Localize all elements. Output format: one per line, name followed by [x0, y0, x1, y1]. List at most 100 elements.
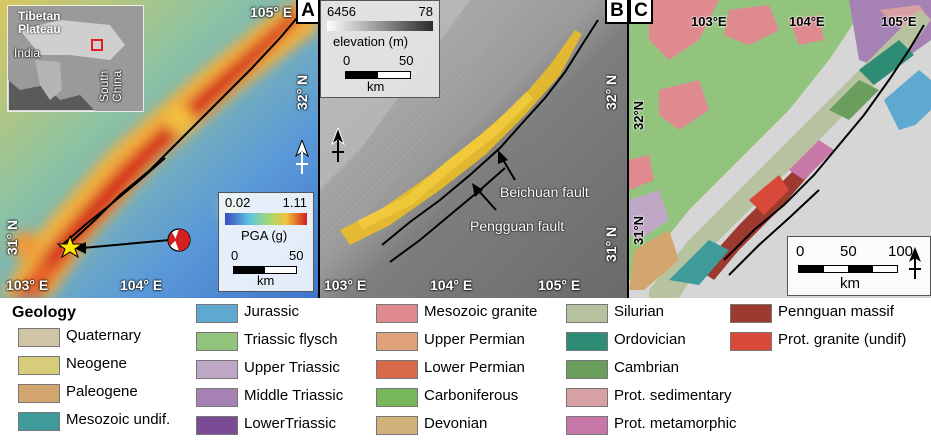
- legend-swatch: [196, 388, 238, 407]
- elevation-scale-start: 0: [343, 53, 351, 68]
- coord-104e-b: 104° E: [430, 277, 473, 293]
- geology-scale-mid: 50: [840, 243, 857, 260]
- legend-swatch: [196, 416, 238, 435]
- legend-label: Paleogene: [66, 383, 138, 400]
- beichuan-fault-label: Beichuan fault: [500, 184, 589, 200]
- legend-swatch: [376, 304, 418, 323]
- legend-swatch: [730, 332, 772, 351]
- coord-105e-a: 105° E: [250, 4, 293, 20]
- geology-scale-end: 100: [888, 243, 914, 260]
- legend-swatch: [196, 332, 238, 351]
- legend-label: Prot. metamorphic: [614, 415, 737, 432]
- geology-scale-bar: [798, 265, 898, 273]
- legend-label: Upper Triassic: [244, 359, 340, 376]
- panel-c-letter: C: [629, 0, 653, 24]
- legend-swatch: [566, 332, 608, 351]
- beichuan-fault-line-b: [381, 19, 599, 246]
- pga-max-label: 1.11: [282, 195, 307, 210]
- coord-32n-c: 32°N: [631, 100, 646, 130]
- pga-legend-box: 0.02 1.11 PGA (g) 0 50 km: [218, 192, 314, 292]
- inset-label-india: India: [14, 46, 41, 60]
- legend-label: Lower Permian: [424, 359, 525, 376]
- legend-label: Neogene: [66, 355, 127, 372]
- elevation-colorbar: [327, 21, 433, 31]
- beichuan-fault-line-a: [69, 11, 303, 244]
- elevation-min-label: 78: [418, 4, 433, 19]
- legend-swatch: [196, 360, 238, 379]
- pga-axis-label: PGA (g): [241, 228, 288, 243]
- legend-label: Cambrian: [614, 359, 680, 376]
- legend-label: Mesozoic granite: [424, 303, 538, 320]
- coord-104e-a: 104° E: [120, 277, 163, 293]
- legend-label: Middle Triassic: [244, 387, 344, 404]
- geology-scale-box: 0 50 100 km: [787, 236, 931, 296]
- pengguan-fault-line-a: [59, 157, 166, 248]
- coord-105e-b: 105° E: [538, 277, 581, 293]
- beichuan-fault-line-c: [723, 24, 925, 261]
- legend-swatch: [18, 356, 60, 375]
- legend-label: Prot. sedimentary: [614, 387, 732, 404]
- geology-scale-start: 0: [796, 243, 805, 260]
- coord-103e-b: 103° E: [324, 277, 367, 293]
- pga-scale-start: 0: [231, 248, 239, 263]
- legend-label: Jurassic: [244, 303, 300, 320]
- panel-b-letter: B: [605, 0, 627, 24]
- pga-scale-end: 50: [289, 248, 304, 263]
- panel-b-landslide-map: 6456 78 elevation (m) 0 50 km 32° N 31° …: [320, 0, 629, 298]
- legend-swatch: [18, 384, 60, 403]
- epicenter-star: [56, 234, 84, 259]
- coord-103e-a: 103° E: [6, 277, 49, 293]
- coord-103e-c: 103°E: [691, 14, 727, 29]
- pengguan-fault-label: Pengguan fault: [470, 218, 565, 234]
- geology-legend: Geology Quaternary Neogene Paleogene Mesozo…: [0, 300, 931, 443]
- pga-scale-unit: km: [257, 273, 275, 288]
- legend-swatch: [566, 304, 608, 323]
- legend-swatch: [196, 304, 238, 323]
- legend-swatch: [376, 332, 418, 351]
- elevation-scale-unit: km: [367, 79, 385, 94]
- legend-label: Prot. granite (undif): [778, 331, 907, 348]
- coord-32n-b: 32° N: [603, 74, 619, 110]
- legend-swatch: [566, 388, 608, 407]
- pengguan-fault-line-c: [728, 189, 820, 276]
- elevation-axis-label: elevation (m): [333, 34, 409, 49]
- elevation-scale-end: 50: [399, 53, 414, 68]
- legend-swatch: [376, 360, 418, 379]
- elevation-max-label: 6456: [327, 4, 356, 19]
- legend-label: Mesozoic undif.: [66, 411, 171, 428]
- legend-swatch: [376, 388, 418, 407]
- coord-104e-c: 104°E: [789, 14, 825, 29]
- coord-31n-a: 31° N: [4, 219, 20, 255]
- panel-a-letter: A: [296, 0, 318, 24]
- coord-31n-b: 31° N: [603, 226, 619, 262]
- panel-a-pga-map: Tibetan Plateau India South China 105° E 3…: [0, 0, 320, 298]
- legend-label: Ordovician: [614, 331, 686, 348]
- legend-label: Silurian: [614, 303, 665, 320]
- panel-c-geology-map: 103°E 104°E 105°E 32°N 31°N 0 50 100 km …: [629, 0, 931, 298]
- coord-105e-c: 105°E: [881, 14, 917, 29]
- legend-swatch: [566, 360, 608, 379]
- coord-31n-c: 31°N: [631, 215, 646, 245]
- pga-scale-bar: [233, 266, 297, 274]
- legend-label: LowerTriassic: [244, 415, 336, 432]
- legend-swatch: [730, 304, 772, 323]
- pga-map-graphic: [0, 0, 318, 298]
- legend-swatch: [18, 412, 60, 431]
- legend-swatch: [566, 416, 608, 435]
- inset-label-south-china: South China: [97, 70, 124, 102]
- coord-32n-a: 32° N: [294, 74, 310, 110]
- legend-label: Upper Permian: [424, 331, 525, 348]
- legend-label: Triassic flysch: [244, 331, 338, 348]
- elevation-legend-box: 6456 78 elevation (m) 0 50 km: [320, 0, 440, 98]
- pengguan-fault-line-b: [389, 167, 506, 263]
- pga-colorbar: [225, 213, 307, 225]
- geology-scale-unit: km: [840, 275, 860, 292]
- inset-label-tibetan-plateau: Tibetan Plateau: [18, 9, 61, 36]
- legend-label: Quaternary: [66, 327, 142, 344]
- legend-label: Devonian: [424, 415, 488, 432]
- elevation-scale-bar: [345, 71, 411, 79]
- legend-label: Pennguan massif: [778, 303, 894, 320]
- legend-label: Carboniferous: [424, 387, 519, 404]
- legend-swatch: [18, 328, 60, 347]
- geology-legend-title: Geology: [12, 304, 77, 321]
